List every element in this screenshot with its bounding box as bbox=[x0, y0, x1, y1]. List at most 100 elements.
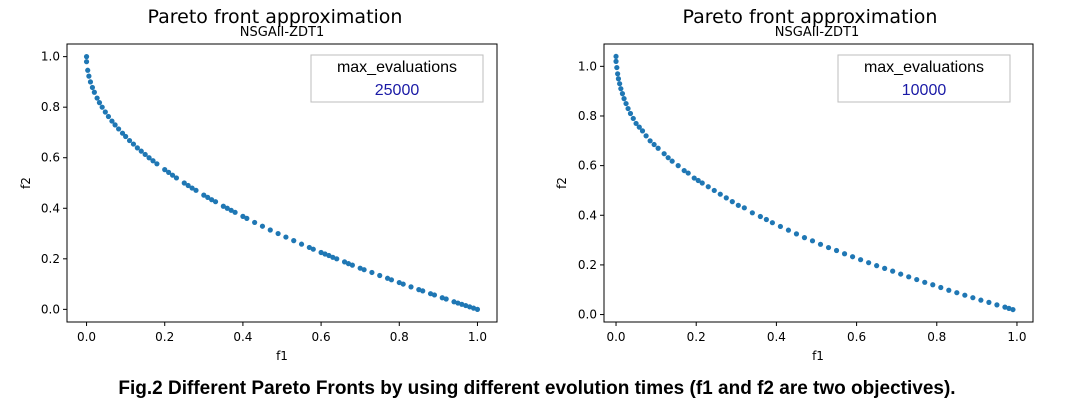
data-point bbox=[890, 268, 896, 274]
data-point bbox=[91, 89, 97, 95]
data-point bbox=[109, 118, 115, 124]
data-point bbox=[341, 259, 348, 265]
data-point bbox=[849, 254, 856, 260]
y-tick-label: 0.4 bbox=[578, 208, 597, 222]
x-axis-label: f1 bbox=[812, 349, 824, 363]
evaluations-box-value: 25000 bbox=[375, 82, 420, 99]
data-point bbox=[408, 284, 414, 290]
data-point bbox=[420, 288, 426, 294]
data-point bbox=[699, 180, 705, 186]
data-point bbox=[825, 244, 832, 251]
x-tick-label: 0.4 bbox=[233, 330, 252, 344]
data-point bbox=[334, 256, 340, 262]
data-point bbox=[639, 128, 646, 134]
data-point bbox=[619, 91, 626, 97]
data-point bbox=[185, 182, 191, 189]
x-tick-label: 0.0 bbox=[606, 330, 625, 344]
data-point bbox=[244, 215, 250, 221]
chart-title: Pareto front approximation bbox=[683, 6, 938, 28]
data-point bbox=[119, 130, 126, 136]
data-point bbox=[99, 104, 105, 110]
data-point bbox=[396, 279, 402, 286]
data-point bbox=[126, 137, 133, 144]
data-point bbox=[623, 100, 629, 107]
data-point bbox=[735, 202, 741, 208]
data-point bbox=[388, 277, 395, 283]
data-point bbox=[717, 191, 723, 197]
data-point bbox=[146, 155, 152, 161]
data-point bbox=[681, 167, 687, 174]
data-point bbox=[439, 295, 445, 301]
data-point bbox=[946, 287, 952, 293]
evaluations-box: max_evaluations 25000 bbox=[310, 54, 484, 103]
data-point bbox=[621, 96, 627, 102]
data-point bbox=[96, 100, 103, 106]
data-point bbox=[757, 213, 763, 220]
data-point bbox=[647, 138, 653, 144]
data-point bbox=[655, 145, 661, 151]
data-point bbox=[636, 124, 642, 130]
data-point bbox=[695, 177, 701, 184]
data-point bbox=[205, 194, 211, 201]
data-point bbox=[763, 216, 769, 223]
data-point bbox=[138, 148, 144, 154]
data-point bbox=[994, 302, 1000, 308]
data-point bbox=[451, 299, 457, 305]
data-point bbox=[150, 158, 156, 164]
data-point bbox=[833, 247, 840, 254]
data-point bbox=[685, 170, 691, 176]
y-tick-label: 0.0 bbox=[41, 302, 60, 316]
data-point bbox=[474, 306, 481, 312]
data-point bbox=[357, 265, 363, 271]
chart-title: Pareto front approximation bbox=[148, 6, 403, 28]
data-point bbox=[729, 199, 735, 205]
y-axis-ticks: 0.0 0.2 0.4 0.6 0.8 1.0 bbox=[578, 59, 604, 322]
data-point bbox=[443, 296, 449, 302]
x-tick-label: 0.2 bbox=[687, 330, 706, 344]
evaluations-box-title: max_evaluations bbox=[337, 59, 457, 76]
x-axis-ticks: 0.0 0.2 0.4 0.6 0.8 1.0 bbox=[77, 322, 487, 344]
y-tick-label: 1.0 bbox=[578, 59, 597, 73]
data-point bbox=[614, 64, 620, 71]
x-tick-label: 0.6 bbox=[312, 330, 331, 344]
data-point bbox=[705, 184, 711, 190]
data-point bbox=[463, 302, 469, 309]
y-tick-label: 0.8 bbox=[41, 100, 60, 114]
data-point bbox=[906, 274, 912, 280]
data-point bbox=[87, 79, 94, 85]
data-point bbox=[651, 141, 657, 148]
x-tick-label: 0.2 bbox=[155, 330, 174, 344]
data-point bbox=[613, 53, 619, 60]
y-tick-label: 0.2 bbox=[578, 258, 597, 272]
data-point bbox=[615, 71, 621, 77]
scatter-points bbox=[613, 53, 1016, 313]
y-tick-label: 0.8 bbox=[578, 109, 597, 123]
data-point bbox=[661, 151, 667, 157]
data-point bbox=[212, 199, 219, 205]
plot-frame bbox=[603, 43, 1034, 323]
data-point bbox=[986, 299, 992, 305]
data-point bbox=[326, 252, 332, 259]
data-point bbox=[310, 246, 316, 252]
data-point bbox=[94, 95, 100, 101]
data-point bbox=[793, 231, 800, 237]
x-tick-label: 0.8 bbox=[927, 330, 946, 344]
data-point bbox=[173, 175, 180, 181]
x-tick-label: 1.0 bbox=[1007, 330, 1026, 344]
data-point bbox=[240, 213, 246, 219]
data-point bbox=[134, 145, 140, 151]
data-point bbox=[431, 292, 438, 298]
data-point bbox=[220, 203, 226, 209]
chart-left: Pareto front approximation NSGAII-ZDT1 0… bbox=[19, 6, 498, 363]
x-axis-label: f1 bbox=[276, 349, 288, 363]
data-point bbox=[275, 230, 281, 237]
data-point bbox=[617, 81, 623, 87]
data-point bbox=[349, 262, 355, 268]
data-point bbox=[858, 257, 864, 263]
data-point bbox=[665, 155, 671, 161]
y-tick-label: 1.0 bbox=[41, 50, 60, 64]
data-point bbox=[369, 269, 375, 276]
data-point bbox=[817, 241, 824, 247]
data-point bbox=[1006, 305, 1012, 311]
